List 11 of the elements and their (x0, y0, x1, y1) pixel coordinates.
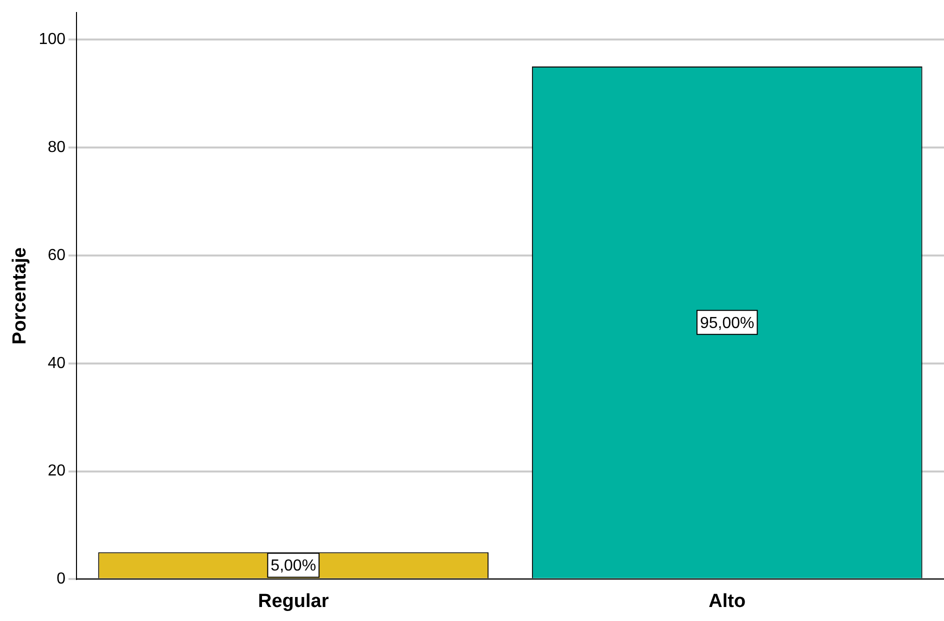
y-axis-title: Porcentaje (10, 247, 31, 344)
x-tick-label: Alto (708, 590, 746, 612)
y-tick-label: 20 (48, 462, 66, 480)
y-tick-label: 40 (48, 354, 66, 372)
data-label: 5,00% (270, 558, 316, 575)
y-tick-label: 0 (56, 570, 66, 588)
y-tick-label: 60 (48, 246, 66, 264)
y-tick-label: 80 (48, 138, 66, 156)
y-tick-label: 100 (38, 30, 66, 48)
x-tick-label: Regular (258, 590, 330, 612)
data-label: 95,00% (700, 314, 754, 332)
